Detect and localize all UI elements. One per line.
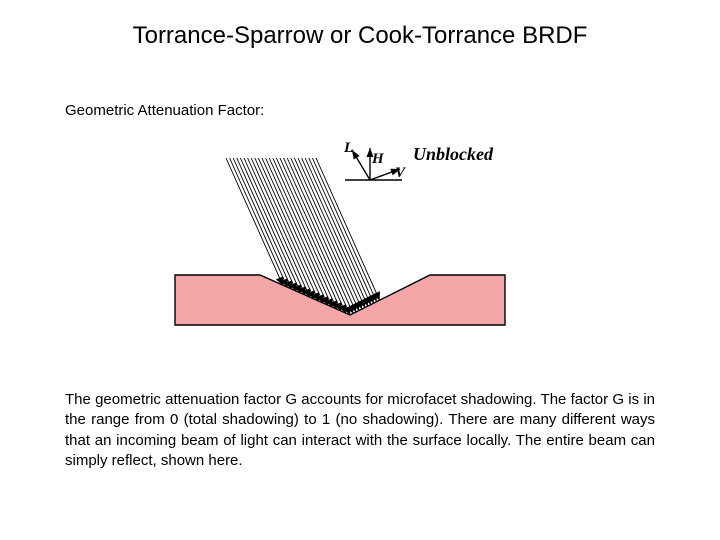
vector-label-l: L [344,140,353,157]
unblocked-label: Unblocked [413,144,493,165]
section-subtitle: Geometric Attenuation Factor: [65,102,264,119]
diagram-svg [170,140,550,360]
body-paragraph: The geometric attenuation factor G accou… [65,390,655,471]
page-title: Torrance-Sparrow or Cook-Torrance BRDF [0,22,720,50]
vector-label-h: H [372,151,384,168]
vector-label-v: V [395,165,405,182]
microfacet-diagram: L H V Unblocked [170,140,550,360]
